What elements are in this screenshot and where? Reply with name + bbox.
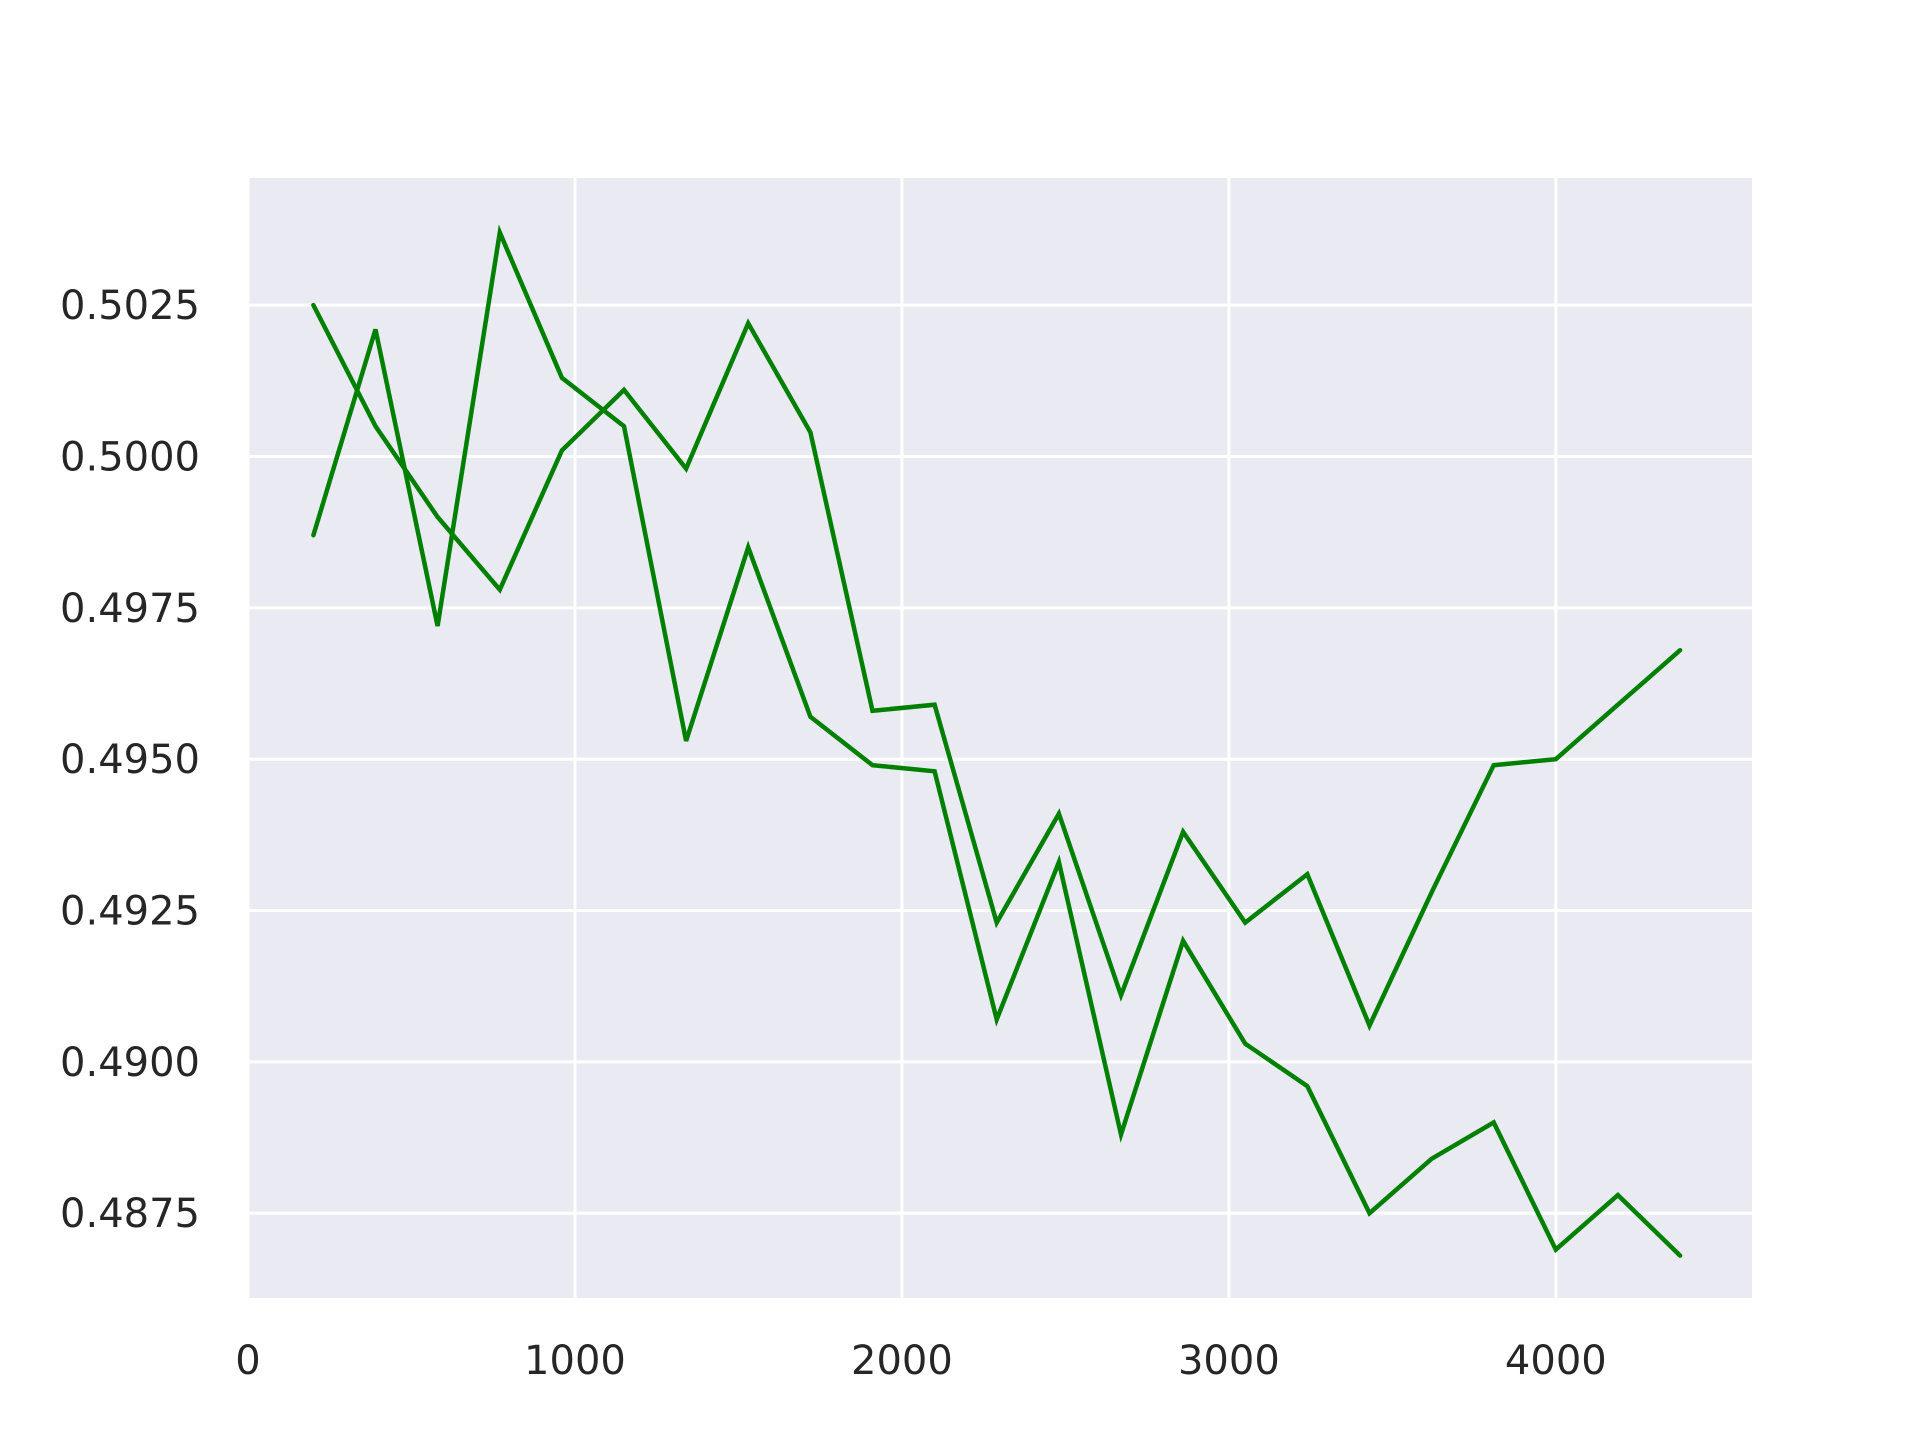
x-tick-label: 1000 — [524, 1338, 626, 1384]
series-line-1 — [311, 302, 1683, 1032]
y-tick-label: 0.4950 — [60, 737, 200, 783]
y-tick-label: 0.4975 — [60, 586, 200, 632]
y-tick-label: 0.4875 — [60, 1191, 200, 1237]
series-line-2 — [311, 224, 1683, 1258]
x-axis-tick-labels: 0 1000 2000 3000 4000 — [235, 1338, 1606, 1384]
x-tick-label: 3000 — [1178, 1338, 1280, 1384]
y-tick-label: 0.5025 — [60, 283, 200, 329]
x-tick-label: 4000 — [1505, 1338, 1607, 1384]
series-lines — [311, 224, 1683, 1258]
grid-lines — [246, 178, 1752, 1298]
y-tick-label: 0.4925 — [60, 889, 200, 935]
y-axis-tick-labels: 0.4875 0.4900 0.4925 0.4950 0.4975 0.5000 0.50… — [60, 283, 200, 1237]
plot-background — [248, 178, 1752, 1298]
y-tick-label: 0.4900 — [60, 1040, 200, 1086]
x-tick-label: 2000 — [851, 1338, 953, 1384]
x-tick-label: 0 — [235, 1338, 260, 1384]
y-tick-label: 0.5000 — [60, 434, 200, 480]
